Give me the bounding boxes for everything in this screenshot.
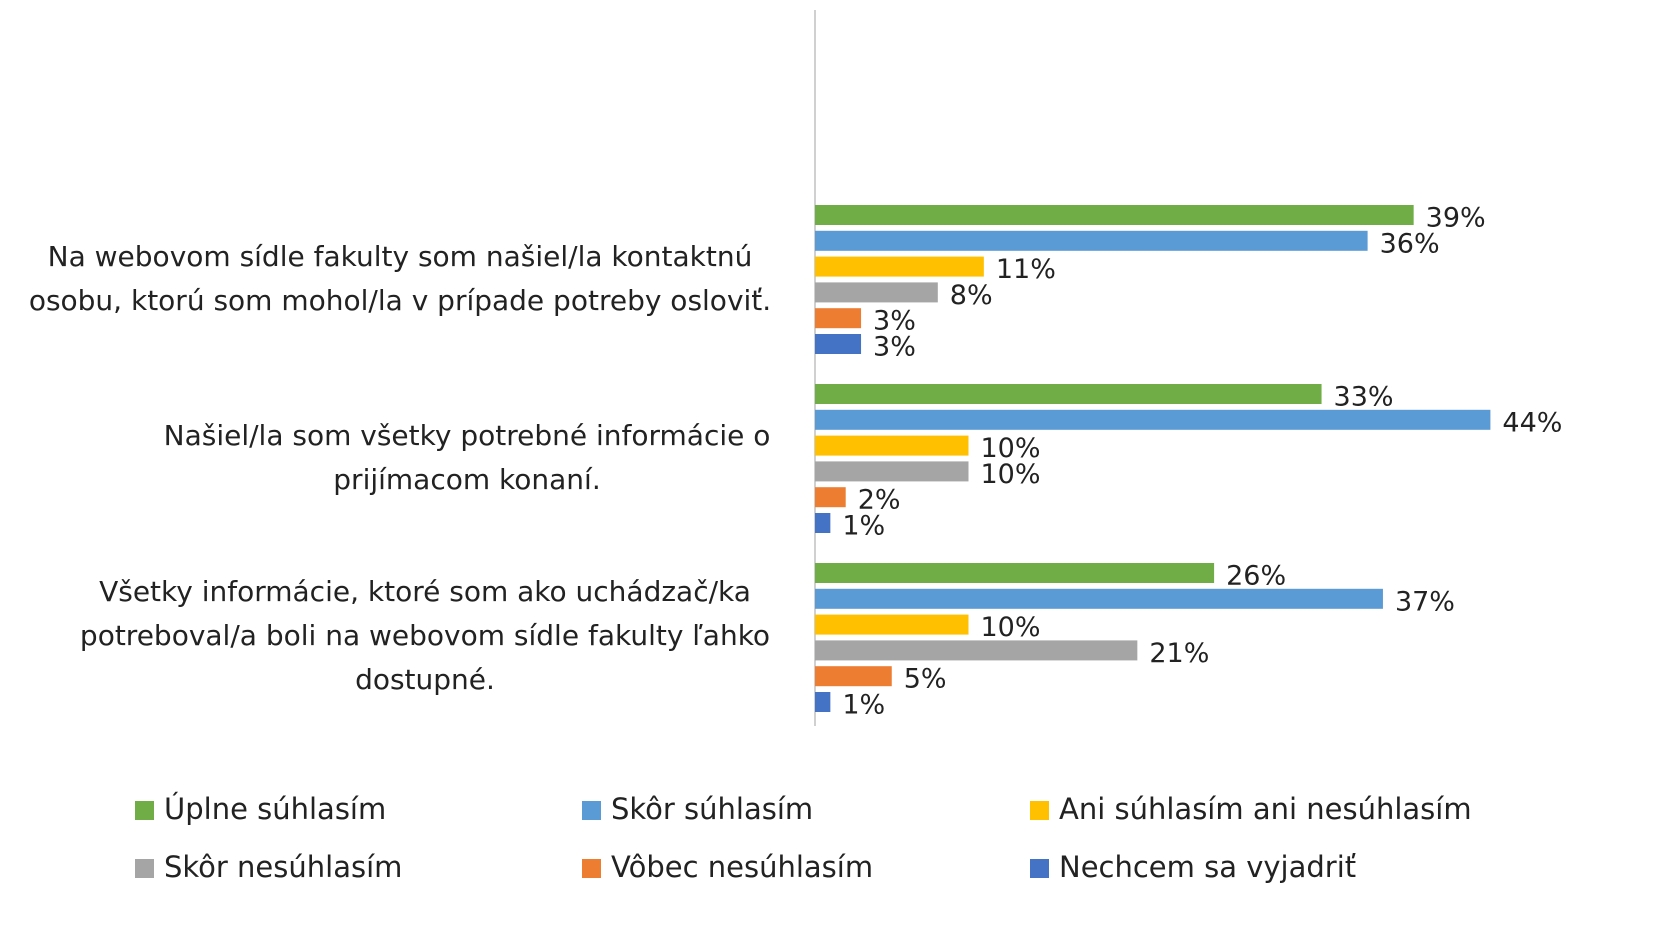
data-label: 10% <box>981 612 1041 643</box>
data-label: 37% <box>1395 586 1455 617</box>
legend-swatch <box>1030 801 1049 820</box>
bar <box>815 334 862 354</box>
data-label: 26% <box>1226 561 1286 592</box>
data-label: 39% <box>1426 203 1486 234</box>
bar <box>815 435 969 456</box>
data-label: 5% <box>904 664 947 695</box>
legend-swatch <box>582 801 601 820</box>
data-label: 21% <box>1149 638 1209 669</box>
data-label: 2% <box>858 485 901 516</box>
bar <box>815 513 831 533</box>
bar <box>815 588 1383 609</box>
data-label: 10% <box>981 433 1041 464</box>
legend-label: Skôr nesúhlasím <box>164 850 402 884</box>
bar <box>815 640 1138 661</box>
bar <box>815 230 1368 251</box>
data-label: 10% <box>981 459 1041 490</box>
legend-label: Úplne súhlasím <box>164 792 386 826</box>
legend-label: Nechcem sa vyjadriť <box>1059 850 1356 884</box>
legend-swatch <box>582 859 601 878</box>
bar <box>815 384 1322 404</box>
data-label: 33% <box>1334 382 1394 413</box>
category-label: Všetky informácie, ktoré som ako uchádza… <box>79 575 771 696</box>
bar <box>815 461 969 482</box>
bar <box>815 614 969 635</box>
data-label: 8% <box>950 280 993 311</box>
bar <box>815 282 938 303</box>
bar <box>815 563 1215 583</box>
data-label: 1% <box>842 511 885 542</box>
bar <box>815 409 1491 430</box>
data-label: 36% <box>1380 228 1440 259</box>
data-label: 3% <box>873 306 916 337</box>
category-label: Našiel/la som všetky potrebné informácie… <box>163 419 771 496</box>
legend-swatch <box>1030 859 1049 878</box>
legend-label: Ani súhlasím ani nesúhlasím <box>1059 792 1472 826</box>
bar <box>815 205 1414 225</box>
bar <box>815 256 984 277</box>
data-label: 3% <box>873 332 916 363</box>
data-label: 1% <box>842 690 885 721</box>
data-label: 44% <box>1502 407 1562 438</box>
bar <box>815 692 831 712</box>
data-label: 11% <box>996 254 1056 285</box>
legend-swatch <box>135 801 154 820</box>
bar <box>815 487 846 508</box>
legend-label: Skôr súhlasím <box>611 792 813 826</box>
legend-swatch <box>135 859 154 878</box>
category-label: Na webovom sídle fakulty som našiel/la k… <box>28 240 772 317</box>
legend-label: Vôbec nesúhlasím <box>611 850 873 884</box>
bar <box>815 308 862 329</box>
bar <box>815 666 892 687</box>
